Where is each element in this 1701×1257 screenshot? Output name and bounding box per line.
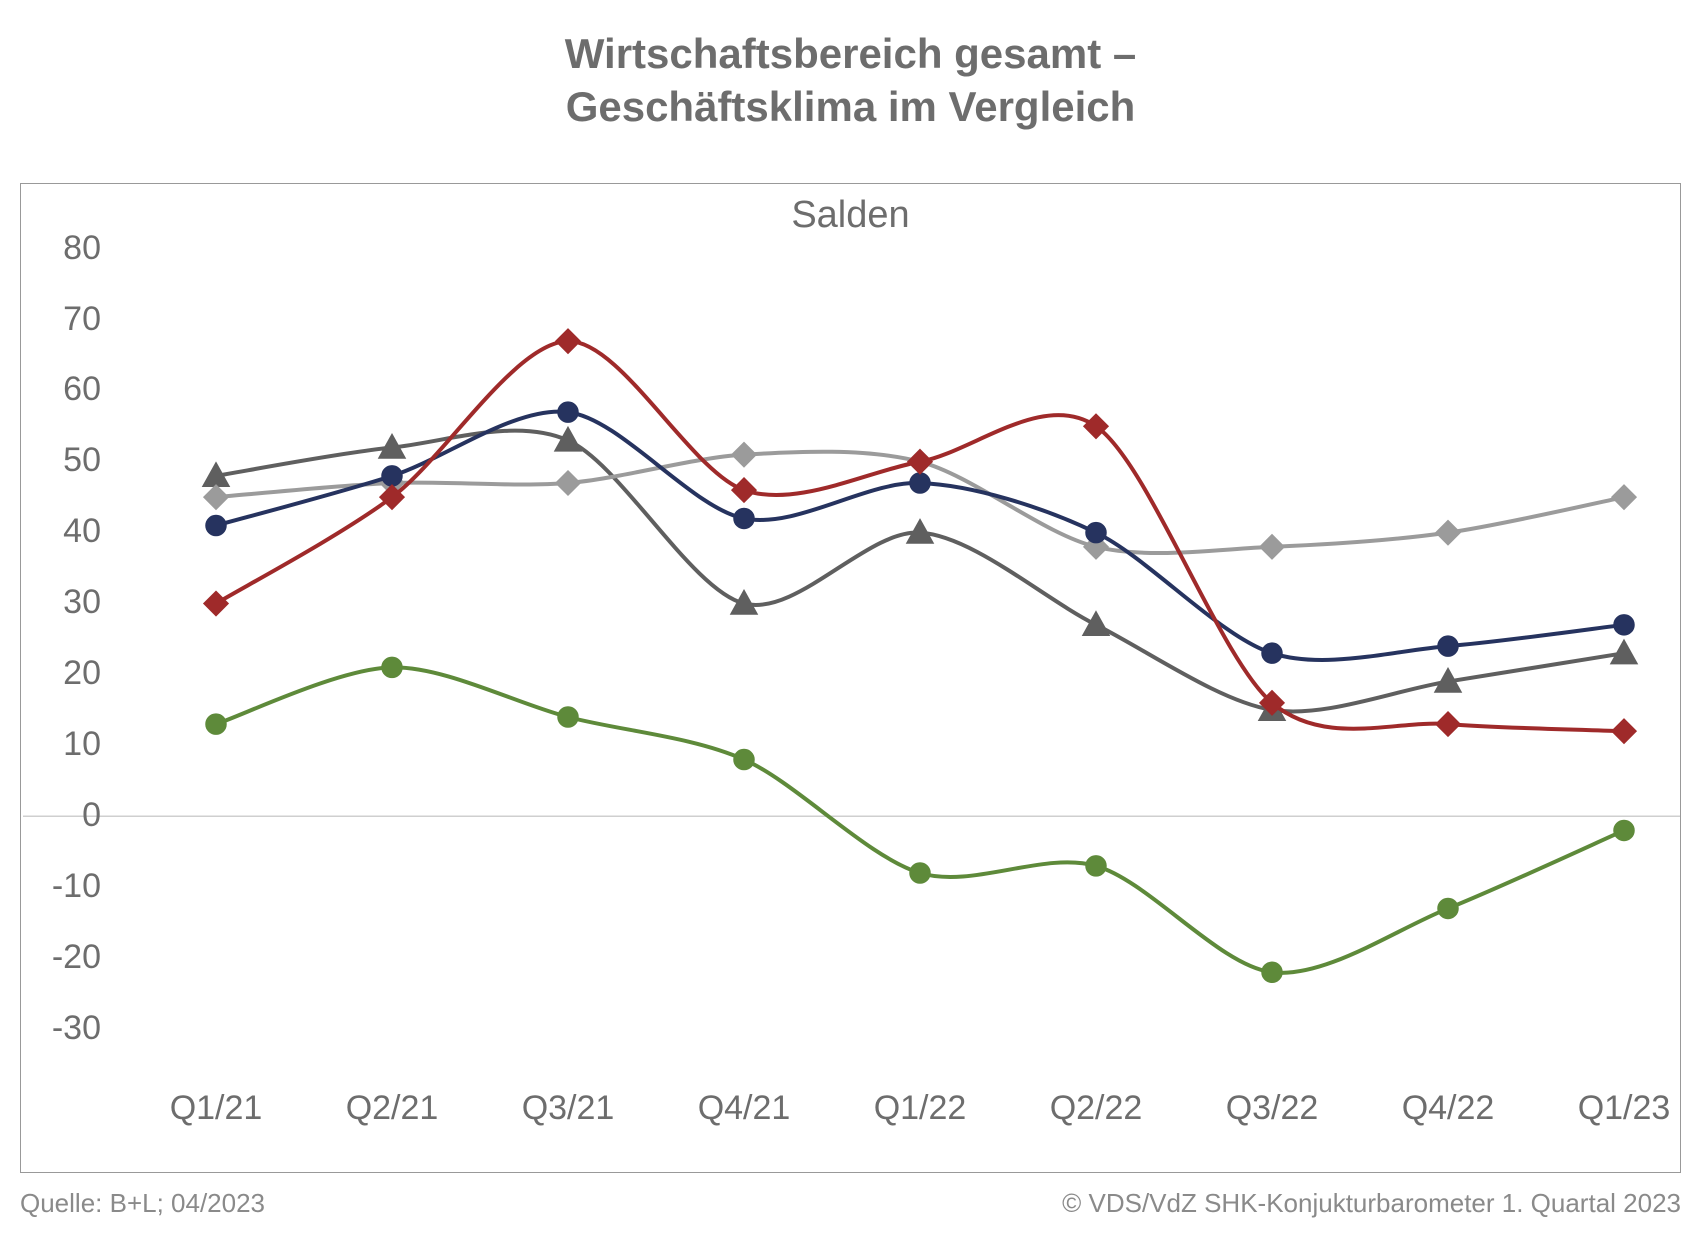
- series-navy-circle-marker: [558, 402, 578, 422]
- y-tick-label: 40: [41, 512, 101, 551]
- y-tick-label: -10: [41, 867, 101, 906]
- series-lightgray-diamond-marker: [732, 443, 756, 467]
- series-red-diamond-marker: [732, 478, 756, 502]
- series-darkgray-triangle-marker: [1083, 612, 1109, 635]
- series-red-diamond-marker: [1612, 719, 1636, 743]
- series-navy-circle-marker: [1614, 615, 1634, 635]
- y-tick-label: 80: [41, 229, 101, 268]
- series-green-circle-marker: [1614, 820, 1634, 840]
- x-tick-label: Q1/22: [874, 1089, 967, 1128]
- series-green-circle-marker: [206, 714, 226, 734]
- series-lightgray-diamond-marker: [556, 471, 580, 495]
- series-navy-circle-marker: [382, 466, 402, 486]
- series-green-circle-marker: [1086, 856, 1106, 876]
- series-red-diamond-marker: [204, 592, 228, 616]
- series-lightgray-diamond-marker: [1436, 521, 1460, 545]
- source-label: Quelle: B+L; 04/2023: [20, 1188, 265, 1219]
- series-red-diamond-marker: [908, 450, 932, 474]
- series-navy-circle-marker: [1438, 636, 1458, 656]
- y-tick-label: -30: [41, 1009, 101, 1048]
- y-tick-label: 20: [41, 654, 101, 693]
- series-darkgray-triangle-marker: [1611, 640, 1637, 663]
- x-tick-label: Q4/22: [1402, 1089, 1495, 1128]
- x-tick-label: Q3/22: [1226, 1089, 1319, 1128]
- series-green-circle-line: [216, 667, 1624, 973]
- y-tick-label: 70: [41, 300, 101, 339]
- series-darkgray-triangle-marker: [555, 427, 581, 450]
- series-green-circle-marker: [382, 657, 402, 677]
- y-tick-label: -20: [41, 938, 101, 977]
- series-green-circle-marker: [910, 863, 930, 883]
- plot-area: Salden -30-20-1001020304050607080Q1/21Q2…: [20, 183, 1681, 1173]
- series-red-diamond-marker: [556, 329, 580, 353]
- series-green-circle-marker: [1438, 898, 1458, 918]
- x-tick-label: Q2/22: [1050, 1089, 1143, 1128]
- y-tick-label: 30: [41, 583, 101, 622]
- chart-svg: [21, 184, 1682, 1174]
- x-tick-label: Q4/21: [698, 1089, 791, 1128]
- y-tick-label: 10: [41, 725, 101, 764]
- series-navy-circle-marker: [734, 508, 754, 528]
- x-tick-label: Q3/21: [522, 1089, 615, 1128]
- chart-title: Wirtschaftsbereich gesamt – Geschäftskli…: [0, 28, 1701, 133]
- y-tick-label: 0: [41, 796, 101, 835]
- x-tick-label: Q1/21: [170, 1089, 263, 1128]
- x-tick-label: Q2/21: [346, 1089, 439, 1128]
- series-green-circle-marker: [1262, 962, 1282, 982]
- series-navy-circle-marker: [1086, 523, 1106, 543]
- series-green-circle-marker: [734, 750, 754, 770]
- page: Wirtschaftsbereich gesamt – Geschäftskli…: [0, 28, 1701, 1257]
- chart-title-line-1: Wirtschaftsbereich gesamt –: [0, 28, 1701, 81]
- series-navy-circle-marker: [1262, 643, 1282, 663]
- y-tick-label: 60: [41, 370, 101, 409]
- series-red-diamond-marker: [1436, 712, 1460, 736]
- chart-title-line-2: Geschäftsklima im Vergleich: [0, 81, 1701, 134]
- copyright-label: © VDS/VdZ SHK-Konjukturbarometer 1. Quar…: [1062, 1188, 1681, 1219]
- series-lightgray-diamond-marker: [1612, 485, 1636, 509]
- series-navy-circle-marker: [206, 516, 226, 536]
- series-lightgray-diamond-marker: [1260, 535, 1284, 559]
- series-lightgray-diamond-marker: [204, 485, 228, 509]
- y-tick-label: 50: [41, 441, 101, 480]
- x-tick-label: Q1/23: [1578, 1089, 1671, 1128]
- series-green-circle-marker: [558, 707, 578, 727]
- series-navy-circle-marker: [910, 473, 930, 493]
